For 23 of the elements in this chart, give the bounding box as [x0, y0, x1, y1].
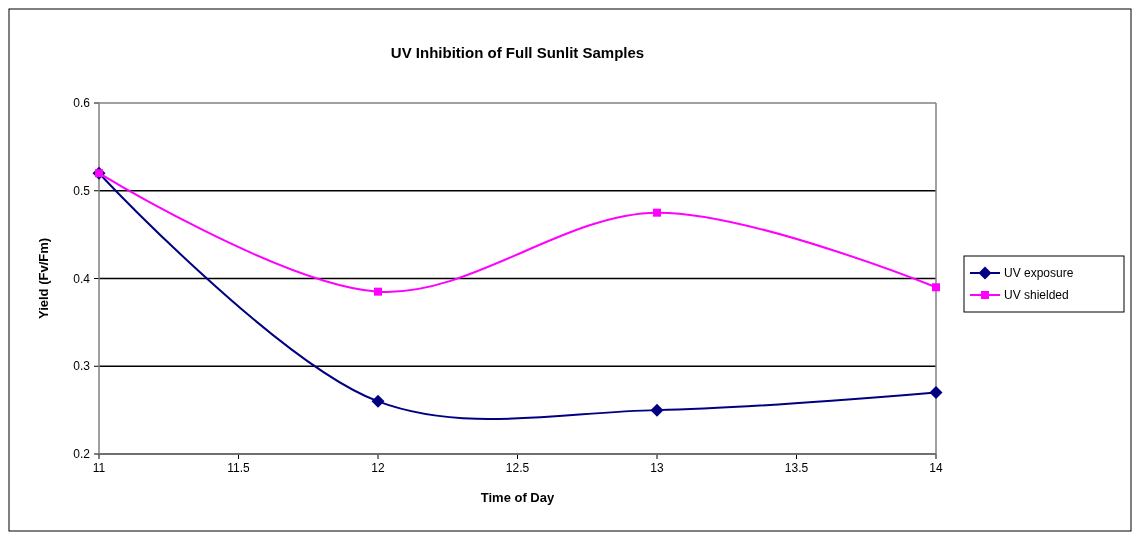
x-tick-label: 11 [92, 461, 106, 475]
x-tick-label: 13.5 [784, 461, 809, 475]
x-tick-label: 11.5 [227, 461, 251, 475]
point [653, 208, 661, 217]
point [371, 394, 385, 408]
x-tick-label: 13 [650, 461, 664, 475]
y-tick-label: 0.4 [73, 271, 91, 286]
legend-label: UV shielded [1004, 288, 1069, 302]
legend-label: UV exposure [1004, 266, 1074, 280]
x-axis-title: Time of Day [480, 490, 555, 505]
y-tick-label: 0.2 [73, 447, 91, 461]
y-tick-label: 0.5 [73, 183, 91, 198]
y-tick-label: 0.6 [73, 96, 91, 110]
y-axis-title: Yield (Fv/Fm) [36, 237, 51, 320]
y-tick-label: 0.3 [73, 359, 91, 374]
point [932, 283, 940, 292]
point [929, 386, 943, 400]
chart-title: UV Inhibition of Full Sunlit Samples [390, 44, 645, 61]
x-tick-label: 12.5 [505, 461, 530, 475]
x-tick-label: 12 [371, 461, 385, 475]
point [650, 403, 664, 417]
point [374, 287, 382, 296]
x-tick-label: 14 [929, 461, 943, 475]
